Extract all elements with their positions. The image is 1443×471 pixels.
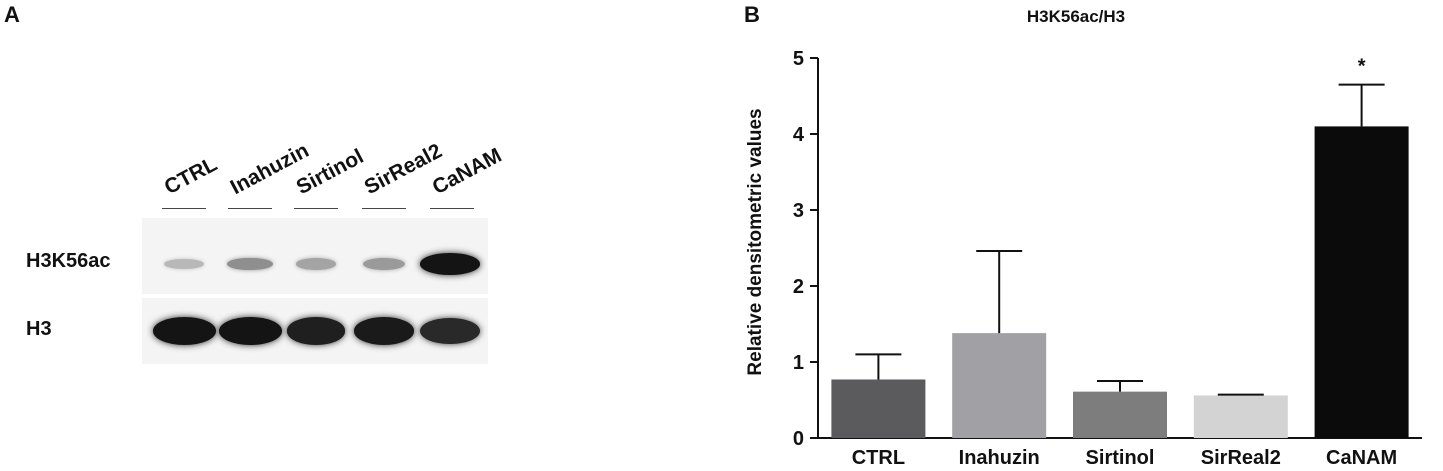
lane-divider-sirreal2 [362, 208, 406, 209]
y-tick-label: 5 [793, 48, 804, 70]
panel-a-letter: A [4, 2, 20, 27]
bar [1314, 126, 1409, 439]
y-tick-label: 3 [793, 200, 804, 222]
blot-band [152, 317, 216, 345]
y-tick-label: 0 [793, 428, 804, 450]
blot-band [296, 258, 336, 270]
blot-band [362, 257, 406, 271]
y-tick-label: 1 [793, 352, 804, 374]
row-label-h3k56ac: H3K56ac [26, 250, 111, 272]
bar-chart-panel: B H3K56ac/H3 Relative densitometric valu… [700, 0, 1443, 469]
lane-divider-inahuzin [228, 208, 272, 209]
bar [831, 379, 926, 438]
bar [1073, 391, 1167, 438]
x-tick-label: CTRL [852, 447, 905, 466]
lane-label-ctrl: CTRL [160, 152, 221, 200]
blot-band [419, 317, 481, 345]
lane-divider-ctrl [162, 208, 206, 209]
y-tick-label: 2 [793, 276, 804, 298]
x-tick-label: Sirtinol [1086, 447, 1155, 466]
y-axis-label: Relative densitometric values [745, 108, 766, 375]
row-label-h3: H3 [26, 318, 52, 340]
bar-chart: H3K56ac/H3 Relative densitometric values… [745, 7, 1422, 469]
blot-band [420, 253, 480, 275]
blot-band [227, 257, 273, 271]
bar [1193, 395, 1288, 438]
y-tick-label: 4 [793, 124, 805, 146]
significance-marker: * [1358, 56, 1366, 78]
lane-divider-sirtinol [294, 208, 338, 209]
blot-strip-h3k56ac [142, 218, 488, 294]
bar [952, 333, 1047, 438]
blot-band [163, 258, 205, 270]
x-tick-label: CaNAM [1326, 447, 1397, 466]
blot-band [286, 317, 346, 345]
chart-title: H3K56ac/H3 [1027, 7, 1125, 26]
x-tick-label: Inahuzin [959, 447, 1040, 466]
lane-label-sirreal2: SirReal2 [360, 139, 446, 200]
blot-band [218, 317, 282, 345]
x-tick-label: SirReal2 [1201, 447, 1281, 466]
panel-b-letter: B [744, 2, 760, 27]
western-blot-panel: A CTRL Inahuzin Sirtinol SirReal2 CaNAM … [0, 0, 700, 466]
blot-band [353, 317, 415, 345]
lane-divider-canam [430, 208, 474, 209]
blot-strip-h3 [142, 298, 488, 364]
